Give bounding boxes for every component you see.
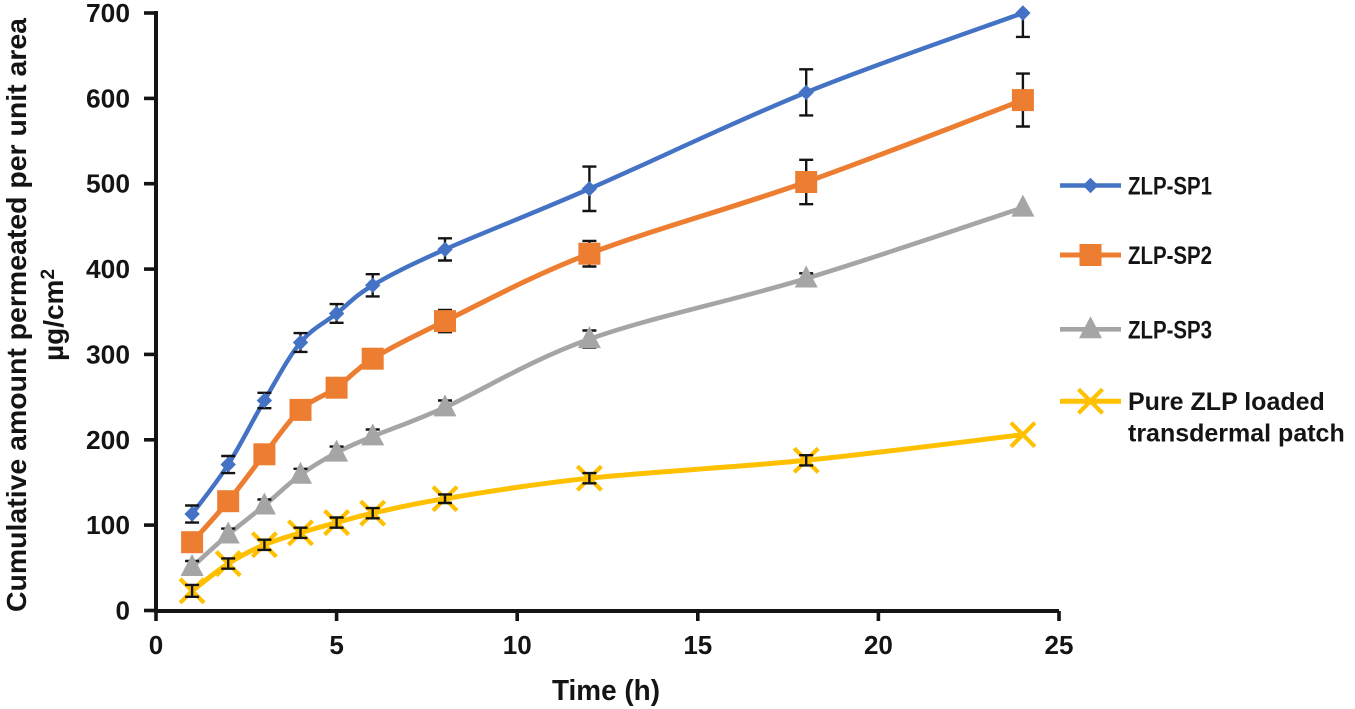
svg-text:0: 0 xyxy=(149,630,163,660)
svg-text:25: 25 xyxy=(1045,630,1074,660)
svg-text:transdermal patch: transdermal patch xyxy=(1128,420,1345,448)
svg-text:Cumulative amount permeated pe: Cumulative amount permeated per unit are… xyxy=(1,18,32,612)
svg-text:Pure ZLP loaded: Pure ZLP loaded xyxy=(1128,388,1325,416)
svg-text:500: 500 xyxy=(86,169,130,199)
svg-text:10: 10 xyxy=(503,630,532,660)
svg-text:200: 200 xyxy=(86,425,130,455)
svg-text:µg/cm2: µg/cm2 xyxy=(38,269,69,361)
svg-text:Time (h): Time (h) xyxy=(552,675,660,707)
svg-text:ZLP-SP1: ZLP-SP1 xyxy=(1128,173,1212,201)
svg-text:ZLP-SP3: ZLP-SP3 xyxy=(1128,316,1212,344)
svg-text:100: 100 xyxy=(86,510,130,540)
svg-text:400: 400 xyxy=(86,254,130,284)
svg-text:ZLP-SP2: ZLP-SP2 xyxy=(1128,242,1212,270)
svg-text:0: 0 xyxy=(116,596,130,626)
svg-text:600: 600 xyxy=(86,83,130,113)
svg-text:5: 5 xyxy=(329,630,343,660)
svg-text:300: 300 xyxy=(86,339,130,369)
svg-text:700: 700 xyxy=(86,0,130,28)
svg-text:20: 20 xyxy=(864,630,893,660)
svg-text:15: 15 xyxy=(683,630,712,660)
